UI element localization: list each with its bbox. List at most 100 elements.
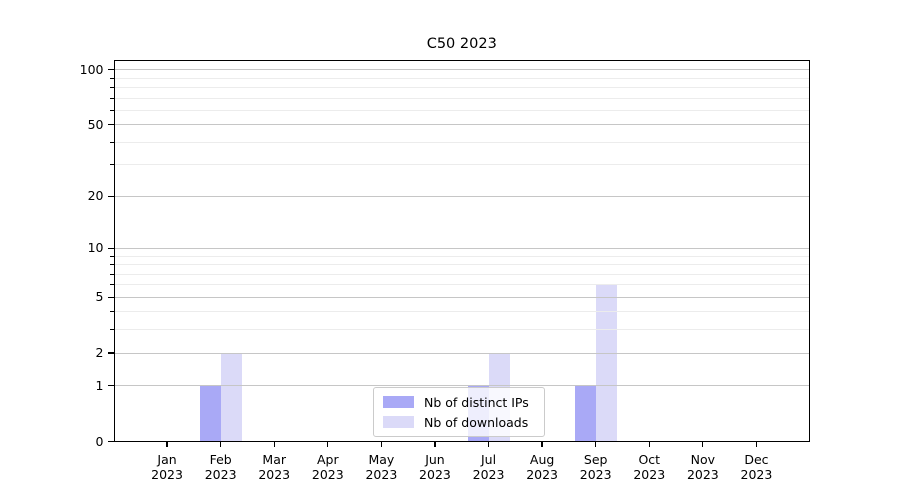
x-tick-label-month: Mar: [262, 451, 287, 467]
x-tick-label: Jun 2023: [405, 452, 465, 483]
x-tick: [487, 441, 490, 447]
x-tick-label: Jan 2023: [137, 452, 197, 483]
y-gridline-major: [113, 385, 810, 387]
x-tick-label-month: Oct: [638, 451, 661, 467]
x-tick-label: May 2023: [351, 452, 411, 483]
x-tick-label-year: 2023: [204, 467, 237, 482]
y-gridline-major: [113, 247, 810, 249]
x-tick-label: Jul 2023: [459, 452, 519, 483]
legend-swatch-downloads: [383, 415, 414, 429]
y-gridline-major: [113, 352, 810, 354]
legend-item: Nb of distinct IPs: [383, 395, 535, 410]
y-tick-label: 20: [87, 188, 104, 204]
x-tick-label-month: Aug: [529, 451, 555, 467]
y-tick-label: 1: [95, 377, 104, 393]
legend-swatch-distinct-ips: [383, 395, 414, 409]
bar-downloads: [220, 353, 242, 442]
y-gridline-minor: [113, 109, 810, 111]
bar-distinct-ips: [574, 385, 596, 442]
x-tick-label-year: 2023: [579, 467, 612, 482]
x-tick-label: Sep 2023: [566, 452, 626, 483]
x-tick-label: Feb 2023: [191, 452, 251, 483]
y-minor-tick: [110, 273, 114, 275]
x-tick-label: Nov 2023: [673, 452, 733, 483]
x-tick-label: Oct 2023: [619, 452, 679, 483]
x-tick-label: Mar 2023: [244, 452, 304, 483]
y-tick: [107, 69, 114, 71]
y-gridline-minor: [113, 311, 810, 313]
y-tick: [107, 296, 114, 298]
y-gridline-minor: [113, 329, 810, 331]
x-tick-label-year: 2023: [419, 467, 451, 482]
y-tick: [107, 195, 114, 197]
x-tick-label-year: 2023: [311, 467, 344, 482]
y-minor-tick: [110, 284, 114, 286]
y-gridline-minor: [113, 97, 810, 99]
y-minor-tick: [110, 264, 114, 265]
x-tick-label: Aug 2023: [512, 452, 572, 483]
y-minor-tick: [110, 77, 114, 79]
y-gridline-minor: [113, 164, 810, 166]
y-tick-label: 100: [79, 61, 104, 77]
y-gridline-minor: [113, 284, 810, 286]
legend-label: Nb of distinct IPs: [424, 394, 529, 410]
y-tick-label: 5: [95, 289, 104, 305]
x-tick: [327, 441, 329, 447]
x-tick-label-year: 2023: [151, 467, 183, 482]
x-tick: [166, 441, 168, 447]
x-tick-label-year: 2023: [686, 467, 719, 482]
x-tick-label-month: Dec: [744, 451, 769, 467]
y-gridline-minor: [113, 264, 810, 265]
x-tick-label-year: 2023: [472, 467, 505, 482]
bar-distinct-ips: [199, 385, 221, 442]
y-minor-tick: [110, 87, 114, 89]
x-tick: [273, 441, 275, 447]
x-tick-label-year: 2023: [633, 467, 666, 482]
y-minor-tick: [110, 311, 114, 313]
y-gridline-major: [113, 296, 810, 298]
x-tick: [595, 441, 597, 447]
y-minor-tick: [110, 255, 114, 257]
y-tick: [107, 352, 114, 354]
legend-item: Nb of downloads: [383, 415, 535, 430]
y-gridline-minor: [113, 255, 810, 257]
x-tick-label-year: 2023: [740, 467, 773, 482]
x-tick-label-year: 2023: [526, 467, 559, 482]
x-tick: [220, 441, 222, 447]
y-gridline-minor: [113, 87, 810, 89]
x-tick: [434, 441, 436, 447]
y-tick: [107, 385, 114, 387]
x-tick-label-month: Jul: [480, 451, 497, 467]
x-tick-label-month: Nov: [690, 451, 716, 467]
x-tick-label-month: Sep: [583, 451, 608, 467]
y-tick: [107, 247, 114, 249]
x-tick-label-month: Jan: [157, 451, 177, 467]
x-tick-label-month: Jun: [425, 451, 445, 467]
y-tick-label: 10: [87, 240, 104, 256]
y-gridline-minor: [113, 273, 810, 275]
y-minor-tick: [110, 109, 114, 111]
y-tick-label: 50: [87, 116, 104, 132]
y-gridline-major: [113, 195, 810, 197]
x-tick-label-year: 2023: [258, 467, 291, 482]
x-tick: [755, 441, 758, 447]
y-gridline-major: [113, 69, 810, 71]
y-tick: [107, 124, 114, 126]
y-minor-tick: [110, 97, 114, 99]
y-minor-tick: [110, 329, 114, 331]
y-tick-label: 0: [95, 433, 104, 449]
bar-downloads: [595, 284, 617, 442]
plot-area: Nb of distinct IPs Nb of downloads: [113, 60, 810, 442]
x-tick: [702, 441, 704, 447]
legend: Nb of distinct IPs Nb of downloads: [373, 387, 545, 437]
chart-title: C50 2023: [426, 36, 497, 52]
x-tick-label-month: Apr: [316, 451, 339, 467]
y-gridline-major: [113, 124, 810, 126]
x-tick-label: Dec 2023: [726, 452, 786, 483]
grid-layer: [113, 60, 810, 442]
x-tick-label-year: 2023: [365, 467, 398, 482]
y-gridline-minor: [113, 77, 810, 79]
x-tick: [541, 441, 543, 447]
x-tick-label-month: Feb: [209, 451, 232, 467]
